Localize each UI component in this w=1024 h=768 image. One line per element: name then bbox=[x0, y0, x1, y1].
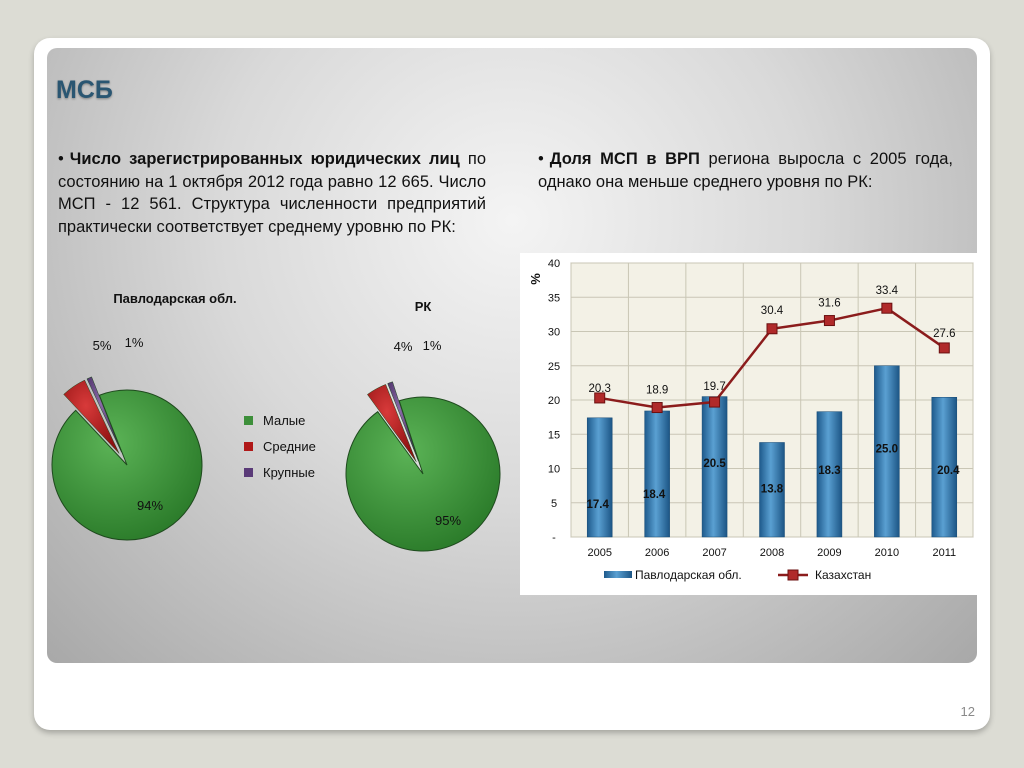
data-labels: 17.4 18.4 20.5 13.8 18.3 25.0 20.4 20.3 18.9 19.7… bbox=[587, 285, 961, 511]
bar bbox=[759, 442, 785, 538]
line-data-label: 19.7 bbox=[703, 381, 725, 393]
line-marker bbox=[594, 392, 606, 404]
bar bbox=[701, 396, 728, 538]
x-tick-label: 2006 bbox=[645, 547, 669, 559]
pie-value-label: 5% bbox=[93, 338, 112, 353]
line-data-label: 18.9 bbox=[646, 385, 668, 397]
line-marker bbox=[823, 315, 835, 327]
pie-chart-rk: 95% 4% 1% bbox=[345, 338, 501, 552]
bullet-text: региона выросла с 2005 года, однако она … bbox=[538, 150, 953, 191]
line-series bbox=[594, 302, 950, 414]
bullet-text-left: • Число зарегистрированных юридических ли… bbox=[58, 148, 486, 238]
bar bbox=[931, 397, 958, 538]
x-tick-label: 2005 bbox=[587, 547, 611, 559]
legend-swatch bbox=[244, 442, 253, 451]
legend-swatch bbox=[244, 416, 253, 425]
x-tick-label: 2009 bbox=[817, 547, 841, 559]
pie-slice-small bbox=[51, 389, 203, 541]
bar-data-label: 20.4 bbox=[937, 465, 960, 477]
pie-slice-medium bbox=[63, 379, 120, 454]
bar bbox=[644, 410, 670, 538]
y-tick-label: 25 bbox=[548, 361, 560, 373]
pie-slice-large bbox=[387, 381, 419, 461]
line-data-label: 30.4 bbox=[761, 305, 784, 317]
pie-value-label: 4% bbox=[394, 339, 413, 354]
line-marker bbox=[709, 396, 721, 408]
pie-value-label: 95% bbox=[435, 513, 461, 528]
pie-slice-medium bbox=[367, 384, 417, 462]
x-tick-label: 2008 bbox=[760, 547, 784, 559]
y-tick-label: 20 bbox=[548, 395, 560, 407]
bar bbox=[586, 417, 613, 538]
bullet-bold-text: Число зарегистрированных юридических лиц bbox=[69, 150, 460, 168]
line-data-label: 33.4 bbox=[876, 285, 899, 297]
legend-label: Средние bbox=[263, 439, 316, 454]
bar bbox=[816, 411, 843, 538]
y-tick-label: 35 bbox=[548, 292, 560, 304]
x-tick-label: 2007 bbox=[702, 547, 726, 559]
bars bbox=[586, 365, 958, 538]
legend-marker bbox=[787, 569, 799, 581]
bullet-text: по состоянию на 1 октября 2012 года равн… bbox=[58, 150, 486, 236]
bar-data-label: 25.0 bbox=[876, 444, 898, 456]
x-tick-label: 2010 bbox=[875, 547, 899, 559]
pie-slice-small bbox=[345, 396, 501, 552]
bar-data-label: 17.4 bbox=[587, 499, 610, 511]
bar-data-label: 18.3 bbox=[818, 465, 840, 477]
bullet-marker: • bbox=[538, 150, 544, 168]
pie-value-label: 1% bbox=[423, 338, 442, 353]
pie-title: Павлодарская обл. bbox=[113, 291, 236, 306]
bar-data-label: 18.4 bbox=[643, 489, 666, 501]
line-marker bbox=[938, 342, 950, 354]
line-marker bbox=[881, 302, 893, 314]
pie-title: РК bbox=[415, 299, 432, 314]
line-marker bbox=[651, 402, 663, 414]
line-marker bbox=[766, 323, 778, 335]
y-tick-label: - bbox=[552, 532, 556, 544]
y-axis-label: % bbox=[528, 273, 543, 285]
legend-swatch-bar bbox=[604, 571, 632, 578]
legend-swatch bbox=[244, 468, 253, 477]
y-tick-label: 30 bbox=[548, 327, 560, 339]
pie-value-label: 94% bbox=[137, 498, 163, 513]
legend-label: Крупные bbox=[263, 465, 315, 480]
chart-legend: Павлодарская обл. Казахстан bbox=[604, 568, 871, 582]
legend-label: Павлодарская обл. bbox=[635, 568, 742, 582]
y-tick-label: 10 bbox=[548, 464, 560, 476]
pie-slice-large bbox=[86, 376, 122, 453]
y-tick-label: 15 bbox=[548, 429, 560, 441]
legend-label: Малые bbox=[263, 413, 305, 428]
bullet-marker: • bbox=[58, 150, 64, 168]
line-data-label: 27.6 bbox=[933, 328, 955, 340]
pie-chart-pavlodar: 94% 5% 1% bbox=[51, 335, 203, 541]
bar-data-label: 20.5 bbox=[703, 458, 726, 470]
legend-label: Казахстан bbox=[815, 568, 871, 582]
slide-title: МСБ bbox=[56, 76, 113, 104]
line-data-label: 20.3 bbox=[589, 383, 611, 395]
bar bbox=[874, 365, 900, 538]
y-tick-label: 40 bbox=[548, 258, 560, 270]
y-tick-label: 5 bbox=[551, 498, 557, 510]
x-tick-label: 2011 bbox=[932, 547, 956, 559]
bullet-text-right: • Доля МСП в ВРП региона выросла с 2005 г… bbox=[538, 148, 953, 193]
bar-data-label: 13.8 bbox=[761, 483, 784, 495]
bullet-bold-text: Доля МСП в ВРП bbox=[549, 150, 700, 168]
pie-value-label: 1% bbox=[125, 335, 144, 350]
line-data-label: 31.6 bbox=[818, 298, 840, 310]
page-number: 12 bbox=[960, 704, 975, 719]
pie-legend: Малые Средние Крупные bbox=[244, 413, 316, 480]
